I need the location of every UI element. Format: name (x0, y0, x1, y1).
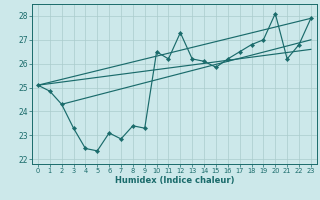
X-axis label: Humidex (Indice chaleur): Humidex (Indice chaleur) (115, 176, 234, 185)
